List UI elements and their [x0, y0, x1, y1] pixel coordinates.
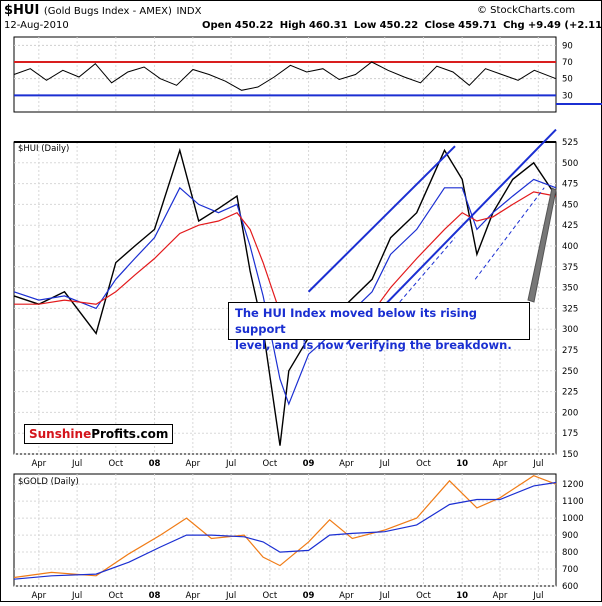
gold-xtick-9: Jul [379, 591, 390, 601]
brand-part-2: Profits.com [91, 427, 169, 441]
price-xtick-8: Apr [339, 459, 354, 469]
price-panel-title: $HUI (Daily) [18, 144, 69, 154]
gold-xtick-11: 10 [456, 591, 468, 601]
price-tick-10: 400 [562, 242, 578, 252]
price-xtick-13: Jul [532, 459, 543, 469]
price-xtick-7: 09 [303, 459, 315, 469]
low-value: 450.22 [379, 20, 419, 31]
price-tick-0: 150 [562, 450, 578, 460]
rsi-tick-0: 30 [562, 91, 573, 101]
price-xtick-6: Oct [262, 459, 277, 469]
trendline-0 [307, 145, 456, 293]
gold-price-line [13, 475, 557, 579]
price-xtick-3: 08 [149, 459, 161, 469]
close-label: Close [424, 20, 455, 31]
high-label: High [279, 20, 306, 31]
annotation-pointer [527, 187, 557, 303]
gold-xtick-7: 09 [303, 591, 315, 601]
price-xtick-11: 10 [456, 459, 468, 469]
rsi-tick-1: 50 [562, 75, 573, 85]
symbol-title: $HUI (Gold Bugs Index - AMEX) INDX [4, 3, 201, 18]
annotation-line-2: level, and is now verifying the breakdow… [235, 338, 512, 352]
price-tick-13: 475 [562, 180, 578, 190]
price-xtick-10: Oct [416, 459, 431, 469]
price-tick-2: 200 [562, 408, 578, 418]
gold-xtick-10: Oct [416, 591, 431, 601]
index-name: (Gold Bugs Index - AMEX) [43, 6, 172, 17]
source-credit: © StockCharts.com [477, 5, 576, 16]
price-xtick-9: Jul [379, 459, 390, 469]
panel-frame-2 [13, 473, 557, 587]
price-tick-11: 425 [562, 221, 578, 231]
gold-tick-6: 1200 [562, 480, 584, 490]
quote-values: Open 450.22 High 460.31 Low 450.22 Close… [202, 20, 602, 31]
open-value: 450.22 [234, 20, 274, 31]
gold-xtick-4: Apr [185, 591, 200, 601]
rsi-line [13, 61, 557, 91]
gold-xtick-0: Apr [31, 591, 46, 601]
price-tick-12: 450 [562, 200, 578, 210]
gold-xtick-13: Jul [532, 591, 543, 601]
gold-xtick-12: Apr [493, 591, 508, 601]
gold-xtick-1: Jul [71, 591, 82, 601]
gold-tick-3: 900 [562, 531, 578, 541]
symbol: $HUI [4, 3, 40, 18]
price-xtick-12: Apr [493, 459, 508, 469]
chg-value: +9.49 (+2.11%) [527, 20, 602, 31]
price-tick-6: 300 [562, 325, 578, 335]
gold-tick-5: 1100 [562, 497, 584, 507]
price-tick-7: 325 [562, 304, 578, 314]
price-xtick-0: Apr [31, 459, 46, 469]
gold-xtick-6: Oct [262, 591, 277, 601]
high-value: 460.31 [308, 20, 348, 31]
annotation-line-1: The HUI Index moved below its rising sup… [235, 306, 478, 336]
gold-xtick-3: 08 [149, 591, 161, 601]
rsi-tick-2: 70 [562, 58, 573, 68]
quote-date: 12-Aug-2010 [4, 20, 69, 31]
price-xtick-1: Jul [71, 459, 82, 469]
hui-ma50-line [13, 178, 557, 406]
price-tick-1: 175 [562, 429, 578, 439]
price-tick-3: 225 [562, 388, 578, 398]
exchange: INDX [176, 6, 202, 17]
open-label: Open [202, 20, 232, 31]
brand-logo: SunshineProfits.com [24, 424, 174, 444]
trendline-3 [390, 237, 456, 313]
price-xtick-2: Oct [108, 459, 123, 469]
gold-tick-4: 1000 [562, 514, 584, 524]
gold-ma-line [13, 481, 557, 580]
price-tick-5: 275 [562, 346, 578, 356]
gold-tick-2: 800 [562, 548, 578, 558]
chg-label: Chg [503, 20, 525, 31]
gold-xtick-5: Jul [225, 591, 236, 601]
low-label: Low [353, 20, 377, 31]
price-tick-4: 250 [562, 367, 578, 377]
price-tick-14: 500 [562, 159, 578, 169]
annotation-box: The HUI Index moved below its rising sup… [228, 302, 530, 352]
price-tick-8: 350 [562, 284, 578, 294]
gold-panel-title: $GOLD (Daily) [18, 477, 79, 487]
price-xtick-5: Jul [225, 459, 236, 469]
gold-tick-0: 600 [562, 582, 578, 592]
close-value: 459.71 [458, 20, 497, 31]
trendline-2 [474, 187, 545, 280]
price-tick-15: 525 [562, 138, 578, 148]
rsi-tick-3: 90 [562, 41, 573, 51]
gold-tick-1: 700 [562, 565, 578, 575]
price-tick-9: 375 [562, 263, 578, 273]
price-xtick-4: Apr [185, 459, 200, 469]
brand-part-1: Sunshine [29, 427, 92, 441]
panel-frame-0 [13, 36, 557, 113]
gold-xtick-2: Oct [108, 591, 123, 601]
gold-xtick-8: Apr [339, 591, 354, 601]
